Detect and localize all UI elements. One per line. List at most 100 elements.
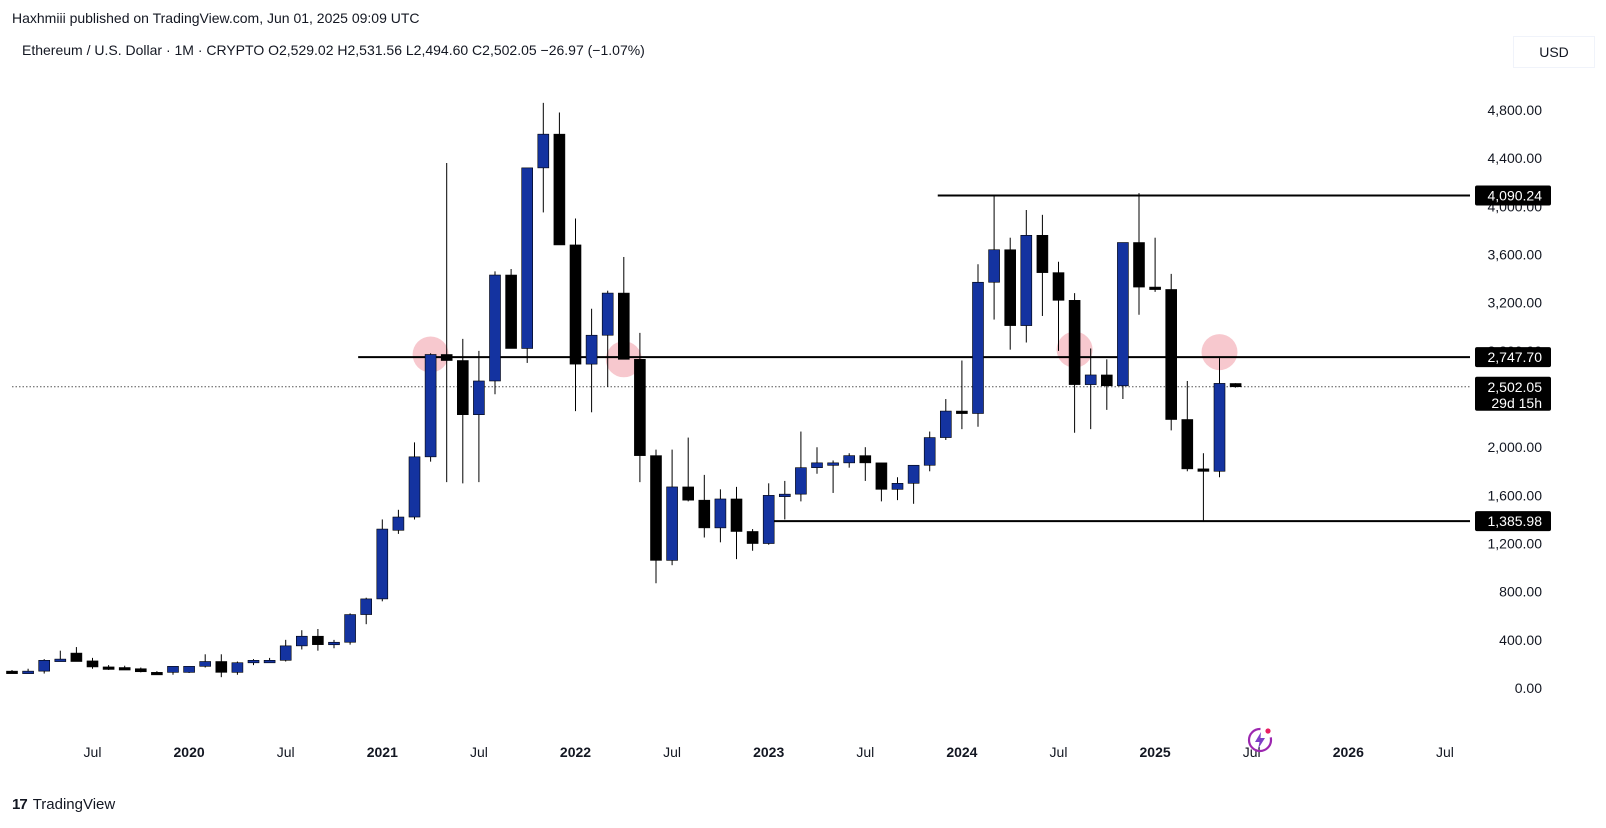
candle-body[interactable]: [231, 662, 244, 673]
candle-body[interactable]: [505, 274, 517, 349]
candle-body[interactable]: [408, 456, 421, 518]
candle-body[interactable]: [956, 410, 968, 414]
candle-body[interactable]: [891, 483, 904, 490]
y-axis-tick-label: 4,800.00: [1488, 102, 1543, 118]
footer-brand-label: TradingView: [32, 796, 116, 813]
candle-body[interactable]: [650, 455, 662, 561]
candle-body[interactable]: [988, 249, 1000, 283]
x-axis-tick-label: 2025: [1140, 744, 1171, 760]
candle-body[interactable]: [295, 635, 308, 647]
candle-body[interactable]: [54, 658, 67, 662]
candle-body[interactable]: [1229, 383, 1242, 388]
level-price-label: 2,747.70: [1488, 349, 1543, 365]
candle-body[interactable]: [473, 380, 485, 415]
candle-body[interactable]: [102, 666, 115, 670]
candle-body[interactable]: [762, 495, 775, 544]
candle-body[interactable]: [682, 486, 695, 501]
candle-body[interactable]: [1004, 249, 1017, 326]
level-price-label-box: [1475, 185, 1551, 206]
y-axis-tick-label: 3,600.00: [1488, 247, 1543, 263]
y-axis-tick-label: 400.00: [1499, 632, 1542, 648]
candle-body[interactable]: [312, 635, 324, 645]
candle-body[interactable]: [1020, 234, 1033, 326]
candle-body[interactable]: [617, 292, 630, 360]
candle-body[interactable]: [1165, 289, 1177, 420]
countdown-label: 29d 15h: [1491, 395, 1542, 411]
currency-button[interactable]: USD: [1513, 36, 1595, 68]
candle-body[interactable]: [1101, 374, 1113, 387]
candle-body[interactable]: [811, 462, 823, 468]
candle-body[interactable]: [553, 133, 566, 246]
x-axis-tick-label: Jul: [470, 744, 488, 760]
x-axis-tick-label: 2021: [367, 744, 398, 760]
candle-body[interactable]: [1181, 419, 1194, 470]
candle-body[interactable]: [714, 498, 727, 529]
published-info: Haxhmiii published on TradingView.com, J…: [12, 10, 420, 26]
candle-body[interactable]: [939, 410, 952, 438]
candle-body[interactable]: [199, 661, 211, 667]
candle-body[interactable]: [698, 499, 711, 529]
candle-body[interactable]: [328, 641, 340, 646]
candle-body[interactable]: [22, 670, 34, 674]
candle-body[interactable]: [167, 666, 179, 673]
candle-body[interactable]: [6, 670, 18, 674]
candle-body[interactable]: [521, 167, 534, 349]
candle-body[interactable]: [489, 274, 501, 382]
candle-body[interactable]: [730, 498, 743, 532]
candle-body[interactable]: [1213, 383, 1226, 472]
candle-body[interactable]: [360, 598, 373, 615]
candle-body[interactable]: [1084, 374, 1097, 385]
y-axis-tick-label: 2,000.00: [1488, 439, 1543, 455]
candle-body[interactable]: [135, 668, 147, 673]
candle-body[interactable]: [923, 437, 936, 466]
candle-body[interactable]: [859, 455, 872, 464]
candle-body[interactable]: [907, 464, 920, 484]
x-axis-tick-label: 2023: [753, 744, 784, 760]
x-axis-tick-label: Jul: [277, 744, 295, 760]
candle-body[interactable]: [875, 462, 888, 490]
candle-body[interactable]: [601, 292, 614, 336]
candle-body[interactable]: [1149, 286, 1161, 290]
candle-body[interactable]: [1197, 468, 1210, 472]
candle-body[interactable]: [344, 614, 356, 643]
candle-body[interactable]: [1036, 234, 1049, 273]
candle-body[interactable]: [1068, 300, 1081, 385]
candle-body[interactable]: [247, 660, 260, 664]
x-axis-tick-label: 2024: [946, 744, 977, 760]
candle-body[interactable]: [38, 660, 51, 672]
candle-body[interactable]: [151, 672, 163, 676]
candle-body[interactable]: [746, 531, 759, 544]
candle-body[interactable]: [569, 244, 582, 365]
candle-body[interactable]: [392, 516, 405, 531]
candle-body[interactable]: [1117, 242, 1129, 387]
candle-body[interactable]: [827, 462, 839, 466]
sparkle-lightning-icon[interactable]: [1244, 724, 1276, 756]
candle-body[interactable]: [456, 360, 469, 415]
candle-body[interactable]: [843, 455, 856, 464]
candle-body[interactable]: [1133, 242, 1145, 288]
tradingview-logo-icon: 17: [12, 796, 28, 813]
candle-body[interactable]: [537, 133, 550, 169]
candle-body[interactable]: [70, 652, 83, 662]
symbol-ohlc-legend[interactable]: Ethereum / U.S. Dollar · 1M · CRYPTO O2,…: [22, 42, 645, 58]
candle-body[interactable]: [183, 666, 195, 673]
candle-body[interactable]: [215, 661, 228, 673]
candle-body[interactable]: [424, 354, 437, 458]
x-axis-tick-label: Jul: [84, 744, 102, 760]
candle-body[interactable]: [972, 281, 984, 414]
candle-body[interactable]: [376, 528, 389, 600]
candle-body[interactable]: [795, 467, 807, 495]
candle-body[interactable]: [778, 493, 791, 497]
candle-body[interactable]: [634, 359, 646, 456]
candle-body[interactable]: [86, 660, 99, 668]
candle-body[interactable]: [279, 645, 292, 661]
candle-body[interactable]: [666, 486, 678, 561]
candle-body[interactable]: [440, 354, 453, 361]
candle-body[interactable]: [585, 334, 598, 365]
x-axis-tick-label: 2020: [174, 744, 205, 760]
candle-body[interactable]: [263, 660, 276, 664]
footer-brand[interactable]: 17 TradingView: [12, 796, 115, 813]
candle-body[interactable]: [118, 667, 131, 671]
candle-body[interactable]: [1052, 272, 1065, 301]
